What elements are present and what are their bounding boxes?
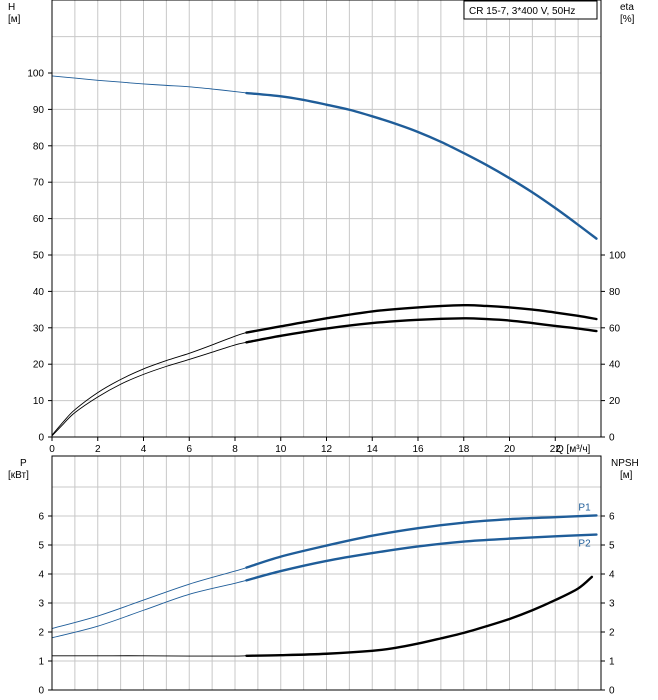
right-axis-unit-top: [%] [620,14,635,25]
left-tick-label-top: 80 [33,141,45,152]
x-tick-label: 22 [550,444,562,455]
curve-eta_upper-thin [51,332,247,436]
left-tick-label-bottom: 6 [38,512,44,523]
left-tick-label-bottom: 0 [38,686,44,697]
plot-frame-bottom [51,455,602,691]
right-tick-label-top: 80 [609,287,621,298]
series-layer [51,75,598,657]
x-tick-label: 14 [367,444,379,455]
left-axis-name-top: H [8,2,15,13]
series-eta_upper [51,303,598,436]
curve-eta_upper-thick [245,303,598,334]
left-tick-label-top: 40 [33,287,45,298]
curve-P2-thick [245,533,598,582]
axes [48,0,605,691]
left-tick-label-top: 30 [33,323,45,334]
x-tick-label: 10 [275,444,287,455]
curve-eta_lower-thick [245,317,598,344]
x-tick-label: 12 [321,444,333,455]
left-tick-label-bottom: 5 [38,541,44,552]
curve-P1-thick [245,514,598,569]
left-axis-unit-bottom: [кВт] [8,470,29,481]
legend-text: CR 15-7, 3*400 V, 50Hz [469,6,575,17]
series-label-P2: P2 [578,539,591,550]
right-tick-label-bottom: 4 [609,570,615,581]
x-axis-label: Q [м³/ч] [556,444,591,455]
x-tick-label: 0 [49,444,55,455]
x-tick-label: 2 [95,444,101,455]
curve-H-thin [51,75,247,94]
right-tick-label-top: 20 [609,396,621,407]
series-label-P1: P1 [578,502,591,513]
curve-P2-thin [51,579,247,639]
series-P2 [51,533,598,639]
right-tick-label-top: 60 [609,323,621,334]
legend-frame [463,0,598,20]
left-tick-label-bottom: 3 [38,599,44,610]
left-tick-label-bottom: 1 [38,657,44,668]
left-tick-label-top: 20 [33,360,45,371]
left-tick-label-top: 60 [33,214,45,225]
left-axis-unit-top: [м] [8,14,21,25]
left-tick-label-top: 100 [27,69,44,80]
curve-H-thick [245,91,598,240]
right-tick-label-bottom: 6 [609,512,615,523]
x-tick-label: 18 [458,444,470,455]
labels: 0102030405060708090100020406080100H[м]et… [8,0,639,697]
curve-P1-thin [51,567,247,629]
curve-eta_lower-thin [51,341,247,437]
x-tick-label: 6 [186,444,192,455]
right-tick-label-bottom: 5 [609,541,615,552]
series-NPSH [51,575,594,657]
left-tick-label-bottom: 4 [38,570,44,581]
right-axis-name-top: eta [620,2,634,13]
series-H [51,75,598,240]
left-tick-label-top: 10 [33,396,45,407]
series-eta_lower [51,317,598,437]
left-tick-label-top: 90 [33,105,45,116]
left-tick-label-top: 50 [33,251,45,262]
right-tick-label-top: 40 [609,360,621,371]
curve-NPSH-thick [245,575,594,657]
left-tick-label-top: 0 [38,433,44,444]
right-tick-label-bottom: 1 [609,657,615,668]
right-tick-label-bottom: 0 [609,686,615,697]
right-axis-unit-bottom: [м] [620,470,633,481]
left-tick-label-top: 70 [33,178,45,189]
right-tick-label-top: 0 [609,433,615,444]
series-P1 [51,514,598,629]
left-tick-label-bottom: 2 [38,628,44,639]
x-tick-label: 16 [412,444,424,455]
right-axis-name-bottom: NPSH [611,458,639,469]
right-tick-label-bottom: 3 [609,599,615,610]
x-tick-label: 4 [141,444,147,455]
right-tick-label-bottom: 2 [609,628,615,639]
right-tick-label-top: 100 [609,251,626,262]
legend-box: CR 15-7, 3*400 V, 50Hz [463,0,598,20]
x-tick-label: 8 [232,444,238,455]
left-axis-name-bottom: P [20,458,27,469]
grid [52,0,601,690]
x-tick-label: 20 [504,444,516,455]
